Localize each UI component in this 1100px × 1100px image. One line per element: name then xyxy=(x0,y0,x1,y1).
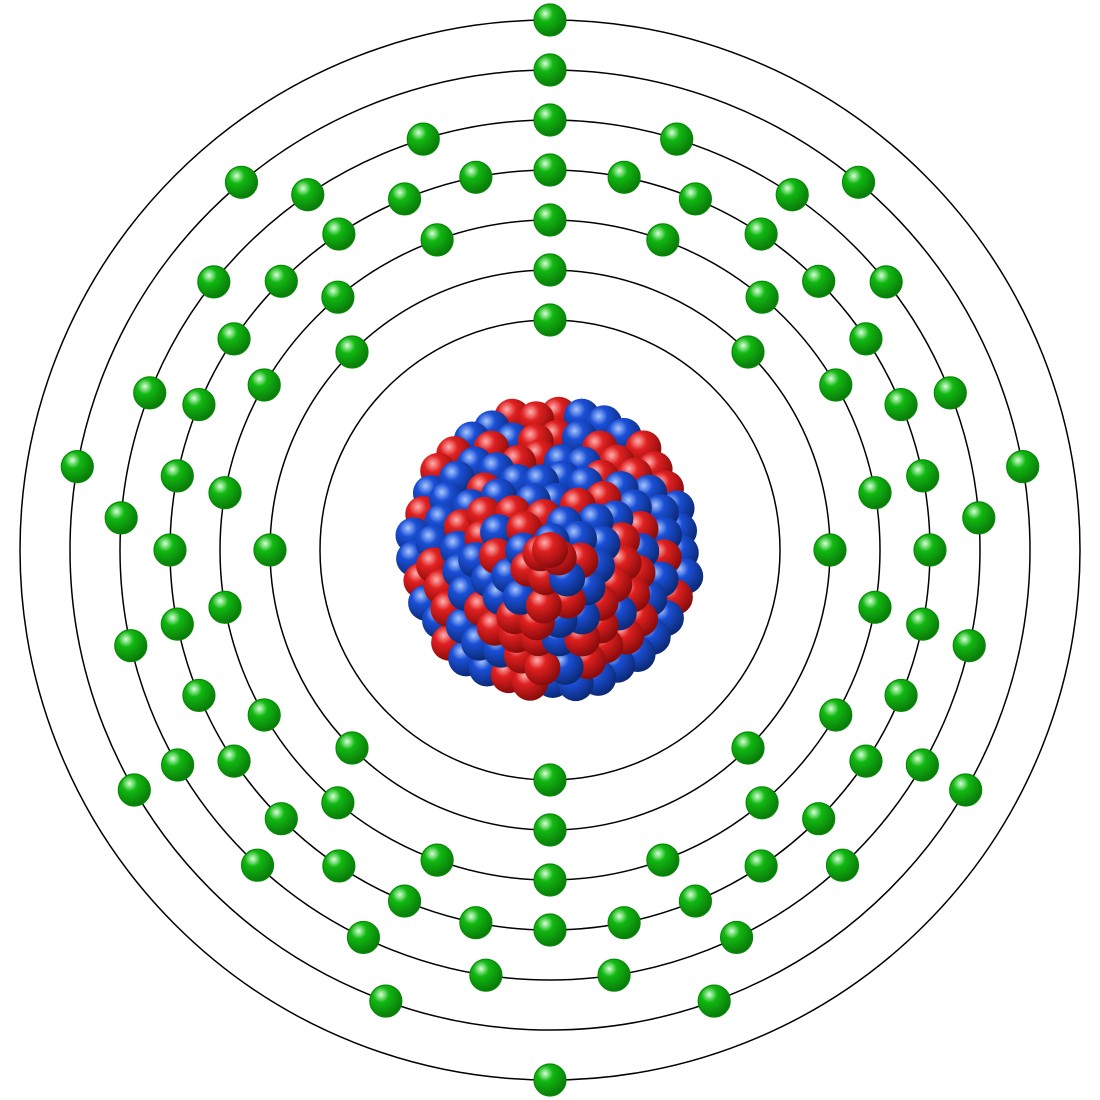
electron xyxy=(115,630,147,662)
electron xyxy=(885,389,917,421)
electron xyxy=(265,265,297,297)
electron xyxy=(161,608,193,640)
electron xyxy=(746,787,778,819)
electron xyxy=(248,699,280,731)
electron xyxy=(534,54,566,86)
electron xyxy=(843,166,875,198)
electron xyxy=(534,914,566,946)
electron xyxy=(534,254,566,286)
electron xyxy=(336,732,368,764)
electron xyxy=(608,161,640,193)
electron xyxy=(336,336,368,368)
electron xyxy=(732,732,764,764)
electron xyxy=(963,502,995,534)
electron xyxy=(118,774,150,806)
electron xyxy=(814,534,846,566)
electron xyxy=(647,844,679,876)
electron xyxy=(679,183,711,215)
electron xyxy=(803,265,835,297)
electron xyxy=(242,849,274,881)
electron xyxy=(859,477,891,509)
electron xyxy=(534,764,566,796)
electron xyxy=(732,336,764,368)
electron xyxy=(647,224,679,256)
electron xyxy=(370,985,402,1017)
electron xyxy=(953,630,985,662)
electron xyxy=(162,749,194,781)
electron xyxy=(906,749,938,781)
electron xyxy=(134,377,166,409)
electron xyxy=(534,204,566,236)
electron xyxy=(161,460,193,492)
electron xyxy=(745,850,777,882)
proton xyxy=(532,532,568,568)
electron xyxy=(389,183,421,215)
electron xyxy=(885,679,917,711)
electron xyxy=(460,907,492,939)
electron xyxy=(914,534,946,566)
electron xyxy=(746,281,778,313)
electron xyxy=(254,534,286,566)
electron xyxy=(460,161,492,193)
electron xyxy=(218,323,250,355)
electron xyxy=(907,608,939,640)
electron xyxy=(820,699,852,731)
electron xyxy=(534,104,566,136)
bohr-atom-diagram xyxy=(0,0,1100,1100)
electron xyxy=(698,985,730,1017)
electron xyxy=(534,1064,566,1096)
electron xyxy=(347,921,379,953)
electron xyxy=(265,803,297,835)
electron xyxy=(183,389,215,421)
electron xyxy=(225,166,257,198)
electron xyxy=(826,849,858,881)
electron xyxy=(776,179,808,211)
electron xyxy=(820,369,852,401)
electron xyxy=(1007,451,1039,483)
electron xyxy=(248,369,280,401)
electron xyxy=(322,281,354,313)
electron xyxy=(745,218,777,250)
electron xyxy=(598,959,630,991)
electron xyxy=(292,179,324,211)
electron xyxy=(850,745,882,777)
electron xyxy=(803,803,835,835)
electron xyxy=(470,959,502,991)
electron xyxy=(870,266,902,298)
electron xyxy=(183,679,215,711)
electron xyxy=(950,774,982,806)
electron xyxy=(850,323,882,355)
electron xyxy=(198,266,230,298)
electron xyxy=(154,534,186,566)
electron xyxy=(534,304,566,336)
electron xyxy=(105,502,137,534)
electron xyxy=(407,123,439,155)
electron xyxy=(679,885,711,917)
electron xyxy=(907,460,939,492)
electron xyxy=(721,921,753,953)
electron xyxy=(61,451,93,483)
electron xyxy=(209,477,241,509)
electron xyxy=(534,154,566,186)
electron xyxy=(218,745,250,777)
electron xyxy=(534,814,566,846)
electron xyxy=(859,591,891,623)
electron xyxy=(323,850,355,882)
electron xyxy=(322,787,354,819)
electron xyxy=(534,864,566,896)
electron xyxy=(389,885,421,917)
electron xyxy=(209,591,241,623)
electron xyxy=(323,218,355,250)
electron xyxy=(661,123,693,155)
electron xyxy=(421,224,453,256)
electron xyxy=(421,844,453,876)
electron xyxy=(934,377,966,409)
electron xyxy=(608,907,640,939)
electron xyxy=(534,4,566,36)
